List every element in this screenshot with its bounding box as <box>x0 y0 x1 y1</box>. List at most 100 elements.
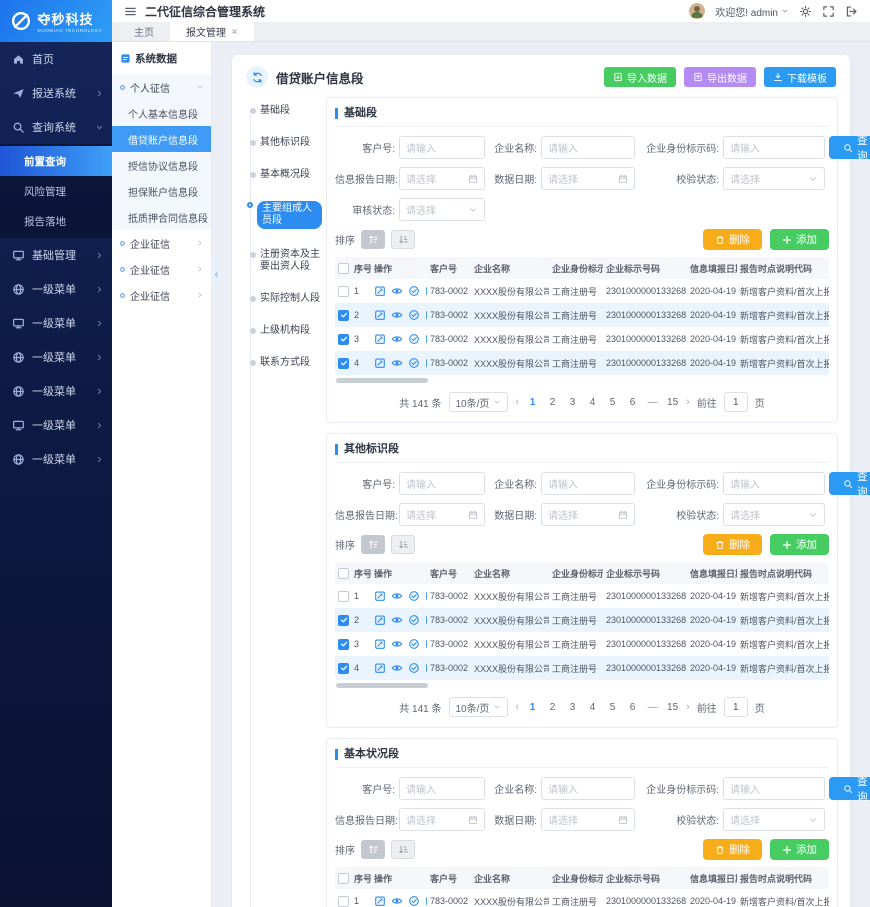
sidebar-item-1[interactable]: 报送系统 <box>0 76 112 110</box>
text-input[interactable]: 请输入 <box>723 777 825 800</box>
preview-icon[interactable] <box>391 614 403 626</box>
table-row[interactable]: 4 783-0002 XXXX股份有限公司 工商注册号 2301000000133268… <box>335 656 829 680</box>
detail-icon[interactable] <box>425 357 427 369</box>
horizontal-scrollbar[interactable] <box>336 378 428 383</box>
export-data-button[interactable]: 导出数据 <box>684 67 756 87</box>
tree-item[interactable]: 抵质押合同信息段 <box>128 213 208 225</box>
row-checkbox[interactable] <box>338 309 349 321</box>
page-number[interactable]: 6 <box>629 396 636 408</box>
add-button[interactable]: 添加 <box>770 839 829 860</box>
sort-asc-button[interactable] <box>361 535 385 554</box>
approve-icon[interactable] <box>408 614 420 626</box>
page-number[interactable]: 2 <box>549 701 556 713</box>
sidebar-item-5[interactable]: 一级菜单 <box>0 306 112 340</box>
anchor-实际控制人段[interactable]: 实际控制人段 <box>246 293 322 305</box>
preview-icon[interactable] <box>391 662 403 674</box>
anchor-基本概况段[interactable]: 基本概况段 <box>246 169 322 181</box>
detail-icon[interactable] <box>425 895 427 907</box>
approve-icon[interactable] <box>408 662 420 674</box>
date-picker[interactable]: 请选择 <box>399 808 485 831</box>
approve-icon[interactable] <box>408 285 420 297</box>
add-button[interactable]: 添加 <box>770 534 829 555</box>
tab-主页[interactable]: 主页 <box>118 22 170 41</box>
select-input[interactable]: 请选择 <box>723 167 825 190</box>
tree-item[interactable]: 个人基本信息段 <box>128 109 198 121</box>
page-number[interactable]: 5 <box>609 701 616 713</box>
select-input[interactable]: 请选择 <box>399 198 485 221</box>
page-number[interactable]: 5 <box>609 396 616 408</box>
table-row[interactable]: 4 783-0002 XXXX股份有限公司 工商注册号 2301000000133268… <box>335 351 829 375</box>
sidebar-item-7[interactable]: 一级菜单 <box>0 374 112 408</box>
sidebar-collapse-handle[interactable] <box>211 256 221 292</box>
delete-button[interactable]: 删除 <box>703 534 762 555</box>
detail-icon[interactable] <box>425 285 427 297</box>
select-input[interactable]: 请选择 <box>723 503 825 526</box>
tree-group-label[interactable]: 企业征信 <box>112 230 211 256</box>
table-row[interactable]: 3 783-0002 XXXX股份有限公司 工商注册号 2301000000133268… <box>335 632 829 656</box>
next-page-button[interactable]: › <box>686 701 690 713</box>
sidebar-item-2[interactable]: 查询系统 <box>0 110 112 144</box>
search-button[interactable]: 查询 <box>829 776 870 803</box>
sidebar-item-4[interactable]: 一级菜单 <box>0 272 112 306</box>
date-picker[interactable]: 请选择 <box>541 167 635 190</box>
edit-icon[interactable] <box>374 638 386 650</box>
table-row[interactable]: 1 783-0002 XXXX股份有限公司 工商注册号 2301000000133268… <box>335 584 829 608</box>
tab-报文管理[interactable]: 报文管理 <box>170 22 254 41</box>
detail-icon[interactable] <box>425 309 427 321</box>
page-number[interactable]: 2 <box>549 396 556 408</box>
approve-icon[interactable] <box>408 638 420 650</box>
sidebar-item-6[interactable]: 一级菜单 <box>0 340 112 374</box>
table-row[interactable]: 1 783-0002 XXXX股份有限公司 工商注册号 2301000000133268… <box>335 279 829 303</box>
date-picker[interactable]: 请选择 <box>541 503 635 526</box>
preview-icon[interactable] <box>391 333 403 345</box>
anchor-联系方式段[interactable]: 联系方式段 <box>246 357 322 369</box>
detail-icon[interactable] <box>425 333 427 345</box>
approve-icon[interactable] <box>408 895 420 907</box>
sidebar-item-3[interactable]: 基础管理 <box>0 238 112 272</box>
edit-icon[interactable] <box>374 590 386 602</box>
preview-icon[interactable] <box>391 309 403 321</box>
select-all-checkbox[interactable] <box>338 262 349 274</box>
sort-desc-button[interactable] <box>391 840 415 859</box>
row-checkbox[interactable] <box>338 285 349 297</box>
text-input[interactable]: 请输入 <box>399 472 485 495</box>
prev-page-button[interactable]: ‹ <box>515 701 520 713</box>
preview-icon[interactable] <box>391 590 403 602</box>
row-checkbox[interactable] <box>338 357 349 369</box>
download-data-button[interactable]: 下载模板 <box>764 67 836 87</box>
page-number[interactable]: 4 <box>589 396 596 408</box>
page-number[interactable]: 15 <box>667 396 679 408</box>
settings-button[interactable] <box>799 5 812 18</box>
preview-icon[interactable] <box>391 895 403 907</box>
user-menu[interactable]: 欢迎您! admin <box>715 4 789 19</box>
delete-button[interactable]: 删除 <box>703 229 762 250</box>
preview-icon[interactable] <box>391 638 403 650</box>
add-button[interactable]: 添加 <box>770 229 829 250</box>
select-all-checkbox[interactable] <box>338 872 349 884</box>
tree-group-label[interactable]: 企业征信 <box>112 256 211 282</box>
tree-item[interactable]: 借贷账户信息段 <box>112 126 211 152</box>
table-row[interactable]: 2 783-0002 XXXX股份有限公司 工商注册号 2301000000133268… <box>335 303 829 327</box>
edit-icon[interactable] <box>374 357 386 369</box>
anchor-主要组成人员段[interactable]: 主要组成人员段 <box>246 201 322 229</box>
text-input[interactable]: 请输入 <box>541 472 635 495</box>
logout-button[interactable] <box>845 5 858 18</box>
table-row[interactable]: 1 783-0002 XXXX股份有限公司 工商注册号 2301000000133268… <box>335 889 829 907</box>
delete-button[interactable]: 删除 <box>703 839 762 860</box>
page-number[interactable]: 3 <box>569 701 576 713</box>
text-input[interactable]: 请输入 <box>541 136 635 159</box>
sidebar-item-9[interactable]: 一级菜单 <box>0 442 112 476</box>
row-checkbox[interactable] <box>338 638 349 650</box>
goto-page-input[interactable] <box>723 697 748 717</box>
tree-group-label[interactable]: 企业征信 <box>112 282 211 308</box>
page-number[interactable]: 4 <box>589 701 596 713</box>
sidebar-subitem[interactable]: 风险管理 <box>24 185 66 198</box>
edit-icon[interactable] <box>374 333 386 345</box>
text-input[interactable]: 请输入 <box>723 136 825 159</box>
detail-icon[interactable] <box>425 614 427 626</box>
row-checkbox[interactable] <box>338 895 349 907</box>
approve-icon[interactable] <box>408 590 420 602</box>
per-page-select[interactable]: 10条/页 <box>448 392 509 412</box>
text-input[interactable]: 请输入 <box>399 777 485 800</box>
tree-item[interactable]: 担保账户信息段 <box>128 187 198 199</box>
